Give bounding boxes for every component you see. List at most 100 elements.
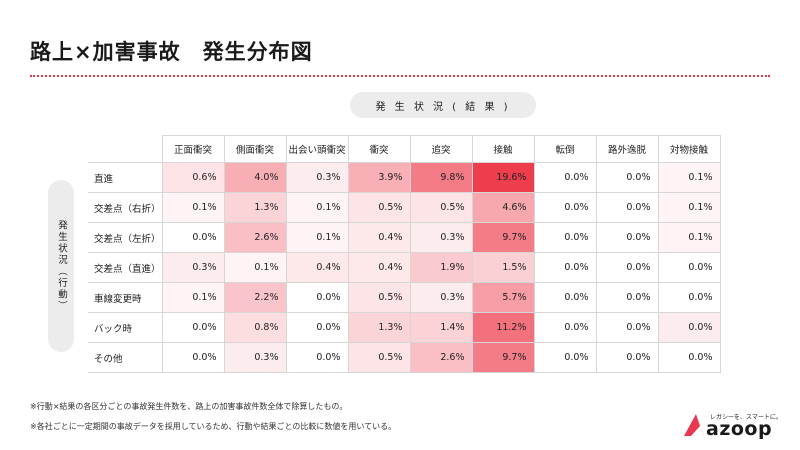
column-header: 出会い頭衝突 <box>285 135 349 163</box>
heatmap-header: 正面衝突 側面衝突 出会い頭衝突 衝突 追突 接触 転倒 路外逸脱 対物接触 <box>88 135 721 163</box>
heatmap-row: 交差点（右折） 0.1% 1.3% 0.1% 0.5% 0.5% 4.6% 0.0% 0.0% 0… <box>88 192 721 223</box>
heatmap-cell: 0.0% <box>285 342 349 373</box>
heatmap-cell: 0.0% <box>657 312 721 343</box>
azoop-logo-mark <box>684 414 704 436</box>
column-header: 路外逸脱 <box>595 135 659 163</box>
heatmap-cell: 2.6% <box>409 342 473 373</box>
heatmap-cell: 4.6% <box>471 192 535 223</box>
heatmap-cell: 0.0% <box>595 222 659 253</box>
heatmap-row: バック時 0.0% 0.8% 0.0% 1.3% 1.4% 11.2% 0.0% 0.0% 0.0… <box>88 312 721 343</box>
heatmap-cell: 2.2% <box>223 282 287 313</box>
heatmap-cell: 0.0% <box>285 282 349 313</box>
heatmap-cell: 0.0% <box>533 282 597 313</box>
header-corner-cell <box>88 135 163 163</box>
heatmap-cell: 0.3% <box>285 162 349 193</box>
row-label: 交差点（右折） <box>88 192 163 223</box>
heatmap-cell: 0.0% <box>533 222 597 253</box>
heatmap-cell: 0.4% <box>347 222 411 253</box>
heatmap-cell: 0.8% <box>223 312 287 343</box>
heatmap-cell: 2.6% <box>223 222 287 253</box>
column-axis-label: 発 生 状 況 ( 結 果 ) <box>350 92 536 118</box>
heatmap-cell: 0.1% <box>161 192 225 223</box>
column-header: 衝突 <box>347 135 411 163</box>
heatmap-cell: 11.2% <box>471 312 535 343</box>
heatmap-cell: 19.6% <box>471 162 535 193</box>
heatmap-cell: 0.5% <box>347 342 411 373</box>
row-label: 交差点（左折） <box>88 222 163 253</box>
column-axis-label-text: 発 生 状 況 ( 結 果 ) <box>375 101 511 113</box>
heatmap-row: 交差点（左折） 0.0% 2.6% 0.1% 0.4% 0.3% 9.7% 0.0% 0.0% 0… <box>88 222 721 253</box>
heatmap-cell: 0.0% <box>595 342 659 373</box>
heatmap-cell: 0.0% <box>161 312 225 343</box>
heatmap-cell: 0.0% <box>533 192 597 223</box>
heatmap-cell: 0.0% <box>595 312 659 343</box>
heatmap-cell: 0.1% <box>285 192 349 223</box>
heatmap-cell: 0.0% <box>533 342 597 373</box>
heatmap-cell: 0.0% <box>533 162 597 193</box>
heatmap-cell: 0.1% <box>285 222 349 253</box>
heatmap-cell: 0.5% <box>409 192 473 223</box>
heatmap-cell: 1.4% <box>409 312 473 343</box>
heatmap-cell: 0.1% <box>657 162 721 193</box>
column-header: 側面衝突 <box>223 135 287 163</box>
header-row: 正面衝突 側面衝突 出会い頭衝突 衝突 追突 接触 転倒 路外逸脱 対物接触 <box>88 135 721 163</box>
heatmap-cell: 0.5% <box>347 282 411 313</box>
row-axis-label-text: 発生状況（行動） <box>56 220 67 312</box>
heatmap-row: その他 0.0% 0.3% 0.0% 0.5% 2.6% 9.7% 0.0% 0.0% 0.0% <box>88 342 721 373</box>
heatmap-cell: 1.3% <box>223 192 287 223</box>
heatmap-row: 交差点（直進） 0.3% 0.1% 0.4% 0.4% 1.9% 1.5% 0.0% 0.0% 0… <box>88 252 721 283</box>
heatmap-cell: 0.0% <box>657 282 721 313</box>
heatmap-cell: 9.7% <box>471 222 535 253</box>
heatmap-cell: 0.0% <box>595 162 659 193</box>
heatmap-cell: 0.3% <box>223 342 287 373</box>
row-axis-label: 発生状況（行動） <box>48 180 74 352</box>
footnote-calculation: ※行動×結果の各区分ごとの事故発生件数を、路上の加害事故件数全体で除算したもの。 <box>30 402 348 411</box>
page-title: 路上×加害事故 発生分布図 <box>30 40 313 64</box>
heatmap-cell: 0.0% <box>595 192 659 223</box>
title-divider <box>30 75 770 77</box>
heatmap-cell: 0.0% <box>161 222 225 253</box>
column-header: 追突 <box>409 135 473 163</box>
heatmap-cell: 5.7% <box>471 282 535 313</box>
row-label: 車線変更時 <box>88 282 163 313</box>
heatmap-cell: 0.0% <box>161 342 225 373</box>
heatmap-cell: 0.0% <box>533 312 597 343</box>
heatmap-table: 正面衝突 側面衝突 出会い頭衝突 衝突 追突 接触 転倒 路外逸脱 対物接触 直… <box>88 135 721 373</box>
heatmap-cell: 0.0% <box>657 342 721 373</box>
heatmap-cell: 3.9% <box>347 162 411 193</box>
footnote-data-source: ※各社ごとに一定期間の事故データを採用しているため、行動や結果ごとの比較に数値を… <box>30 422 397 431</box>
heatmap-cell: 0.3% <box>409 282 473 313</box>
logo-triangle-cut-icon <box>691 426 704 436</box>
heatmap-cell: 1.3% <box>347 312 411 343</box>
heatmap-cell: 0.6% <box>161 162 225 193</box>
heatmap-cell: 0.4% <box>285 252 349 283</box>
heatmap-cell: 0.1% <box>223 252 287 283</box>
heatmap-cell: 9.7% <box>471 342 535 373</box>
heatmap-cell: 1.9% <box>409 252 473 283</box>
logo-tagline: レガシーを、スマートに。 <box>710 414 782 421</box>
heatmap-row: 直進 0.6% 4.0% 0.3% 3.9% 9.8% 19.6% 0.0% 0.0% 0.1% <box>88 162 721 193</box>
heatmap-cell: 4.0% <box>223 162 287 193</box>
heatmap-cell: 0.4% <box>347 252 411 283</box>
column-header: 転倒 <box>533 135 597 163</box>
column-header: 接触 <box>471 135 535 163</box>
heatmap-cell: 0.5% <box>347 192 411 223</box>
heatmap-cell: 0.3% <box>161 252 225 283</box>
column-header: 正面衝突 <box>161 135 225 163</box>
row-label: その他 <box>88 342 163 373</box>
heatmap-row: 車線変更時 0.1% 2.2% 0.0% 0.5% 0.3% 5.7% 0.0% 0.0% 0.0… <box>88 282 721 313</box>
heatmap-cell: 9.8% <box>409 162 473 193</box>
heatmap-cell: 0.0% <box>533 252 597 283</box>
heatmap-cell: 0.0% <box>595 282 659 313</box>
heatmap-body: 直進 0.6% 4.0% 0.3% 3.9% 9.8% 19.6% 0.0% 0.0% 0.1% 交… <box>88 162 721 373</box>
row-label: 交差点（直進） <box>88 252 163 283</box>
logo-wordmark: azoop <box>706 418 773 440</box>
heatmap-cell: 0.0% <box>595 252 659 283</box>
heatmap-cell: 0.0% <box>285 312 349 343</box>
heatmap-cell: 0.1% <box>161 282 225 313</box>
row-label: 直進 <box>88 162 163 193</box>
row-label: バック時 <box>88 312 163 343</box>
column-header: 対物接触 <box>657 135 721 163</box>
heatmap-cell: 0.0% <box>657 252 721 283</box>
heatmap-cell: 0.1% <box>657 222 721 253</box>
